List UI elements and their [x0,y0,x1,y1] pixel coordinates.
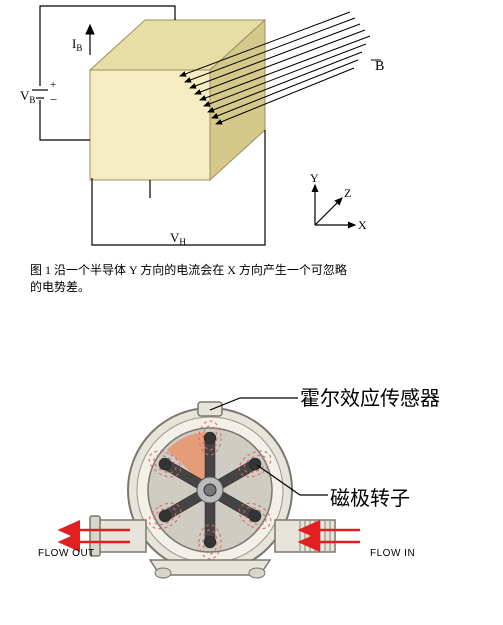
svg-text:−: − [50,92,57,107]
figure1-hall-block: B + − IB VB VH X Y Z [20,0,480,280]
axis-z-label: Z [344,186,351,200]
b-field-label: B [375,59,384,74]
axis-x-label: X [358,218,367,232]
magnet-rotor-label: 磁极转子 [330,482,410,511]
block-front-face [90,70,210,180]
svg-text:+: + [50,79,56,91]
hall-sensor-label: 霍尔效应传感器 [300,382,440,411]
axis-y-label: Y [310,171,319,185]
flow-out-label: FLOW OUT [38,548,95,559]
rotor-hub-center [204,484,216,496]
figure1-caption: 图 1 沿一个半导体 Y 方向的电流会在 X 方向产生一个可忽略的电势差。 [30,262,350,296]
vh-label: VH [170,230,186,247]
ib-label: IB [72,36,82,53]
flow-in-label: FLOW IN [370,548,415,559]
